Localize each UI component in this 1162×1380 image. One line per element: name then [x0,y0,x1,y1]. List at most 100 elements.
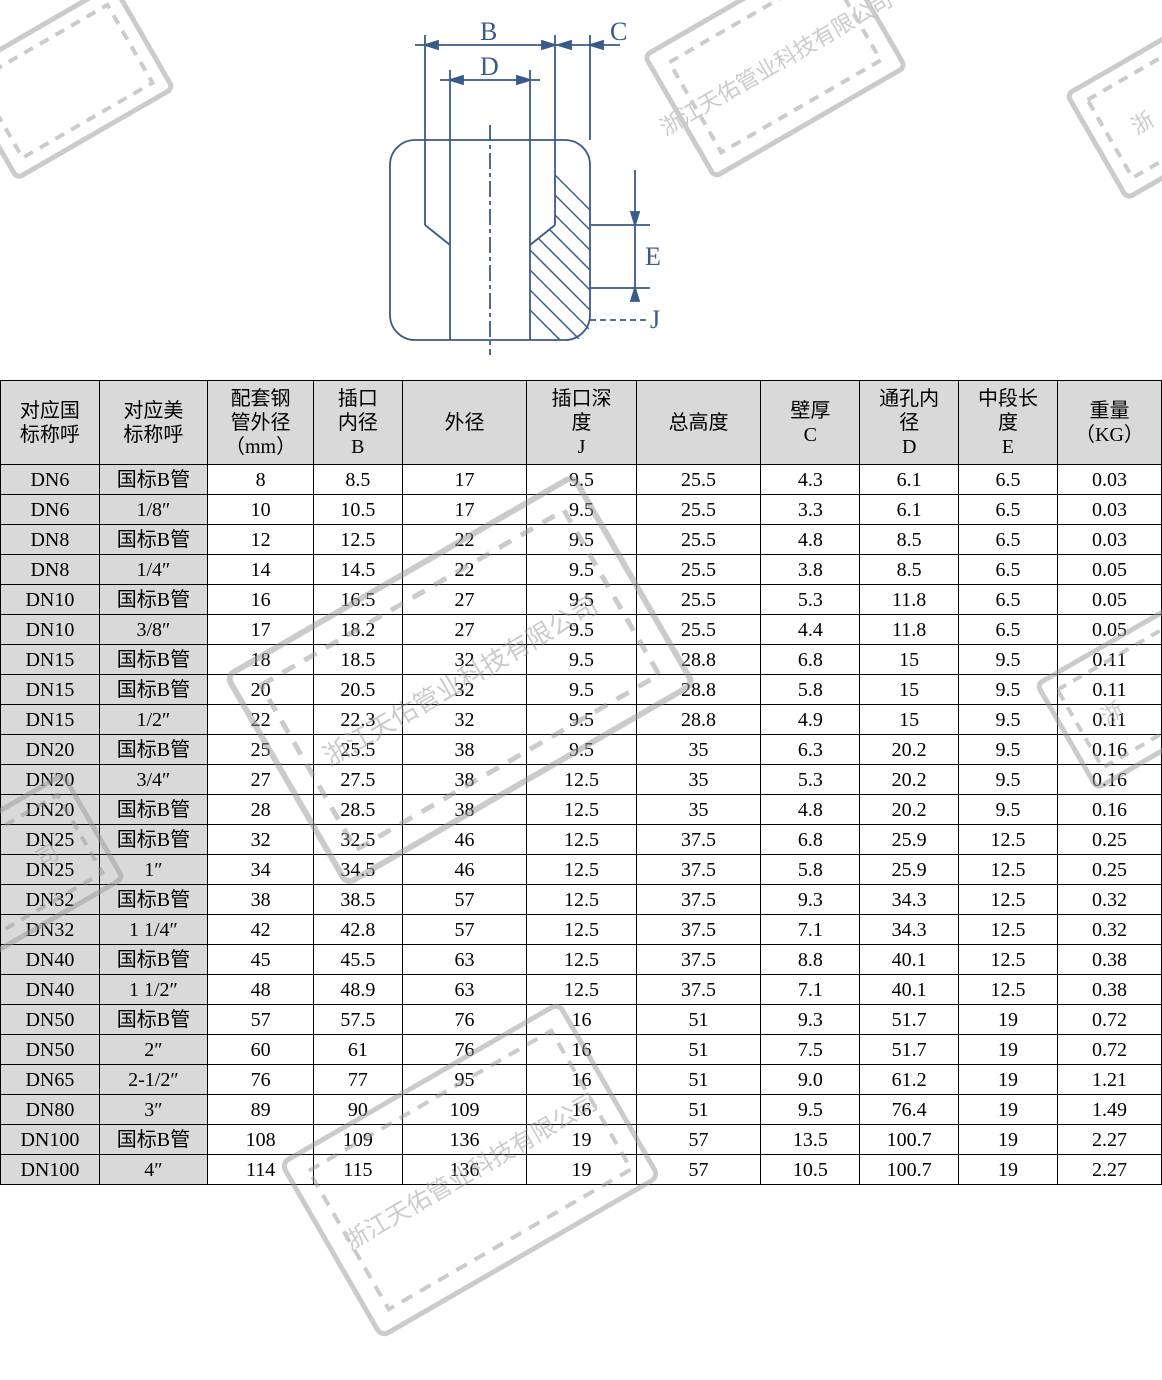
table-cell: 5.3 [761,765,860,795]
table-cell: 9.5 [527,525,636,555]
table-cell: 34.3 [860,915,959,945]
table-cell: DN15 [1,645,100,675]
table-cell: 27 [402,585,527,615]
table-cell: DN65 [1,1065,100,1095]
table-cell: 136 [402,1125,527,1155]
table-cell: 61 [314,1035,402,1065]
dim-label-d: D [480,52,499,81]
table-row: DN502″60617616517.551.7190.72 [1,1035,1162,1065]
table-cell: 34 [208,855,314,885]
table-cell: DN100 [1,1155,100,1185]
table-cell: 20.5 [314,675,402,705]
table-row: DN32国标B管3838.55712.537.59.334.312.50.32 [1,885,1162,915]
table-cell: 1/8″ [99,495,207,525]
table-cell: 12 [208,525,314,555]
table-cell: 34.3 [860,885,959,915]
table-cell: 1″ [99,855,207,885]
table-cell: 25.5 [636,555,761,585]
table-cell: 42 [208,915,314,945]
table-cell: 15 [860,705,959,735]
table-cell: 42.8 [314,915,402,945]
table-cell: 19 [959,1005,1058,1035]
table-cell: 9.5 [959,795,1058,825]
table-cell: 7.1 [761,915,860,945]
table-cell: 51 [636,1095,761,1125]
table-cell: 6.5 [959,525,1058,555]
column-header: 中段长度E [959,381,1058,465]
table-cell: 6.5 [959,555,1058,585]
table-cell: 27 [208,765,314,795]
table-cell: 7.5 [761,1035,860,1065]
table-cell: 4.3 [761,465,860,495]
table-cell: 20.2 [860,795,959,825]
table-cell: 28.8 [636,645,761,675]
table-cell: 51 [636,1035,761,1065]
table-cell: 9.5 [527,495,636,525]
table-cell: 12.5 [959,825,1058,855]
table-cell: 22 [402,555,527,585]
table-cell: DN32 [1,885,100,915]
table-cell: 15 [860,645,959,675]
table-cell: 国标B管 [99,525,207,555]
table-cell: 0.05 [1057,615,1161,645]
table-row: DN401 1/2″4848.96312.537.57.140.112.50.3… [1,975,1162,1005]
table-cell: 77 [314,1065,402,1095]
table-cell: 4.8 [761,525,860,555]
table-cell: 40.1 [860,945,959,975]
column-header: 对应美标称呼 [99,381,207,465]
table-cell: 9.5 [527,465,636,495]
table-cell: 1.49 [1057,1095,1161,1125]
table-cell: 28 [208,795,314,825]
table-cell: 100.7 [860,1125,959,1155]
table-cell: 12.5 [527,855,636,885]
table-cell: 9.5 [527,615,636,645]
table-cell: 6.8 [761,825,860,855]
table-cell: 57 [636,1155,761,1185]
dim-label-b: B [480,17,497,46]
table-cell: 9.5 [527,705,636,735]
table-cell: 0.25 [1057,825,1161,855]
table-cell: 136 [402,1155,527,1185]
table-cell: 6.5 [959,465,1058,495]
table-cell: 38.5 [314,885,402,915]
table-cell: 57 [636,1125,761,1155]
table-row: DN100国标B管108109136195713.5100.7192.27 [1,1125,1162,1155]
table-cell: 13.5 [761,1125,860,1155]
table-cell: 6.5 [959,585,1058,615]
table-cell: 32 [402,645,527,675]
table-cell: 0.11 [1057,675,1161,705]
table-cell: 57 [402,885,527,915]
table-cell: 0.16 [1057,795,1161,825]
table-cell: 35 [636,795,761,825]
table-cell: DN32 [1,915,100,945]
table-cell: 25.5 [636,495,761,525]
table-cell: 12.5 [959,855,1058,885]
table-cell: 6.1 [860,495,959,525]
table-cell: 16 [527,1035,636,1065]
table-cell: DN25 [1,825,100,855]
table-cell: 61.2 [860,1065,959,1095]
column-header: 插口深度J [527,381,636,465]
table-cell: 0.03 [1057,525,1161,555]
table-cell: 国标B管 [99,735,207,765]
technical-diagram: B C D E J [0,0,1162,380]
table-cell: 17 [402,465,527,495]
table-cell: DN100 [1,1125,100,1155]
table-row: DN151/2″2222.3329.528.84.9159.50.11 [1,705,1162,735]
table-cell: 17 [402,495,527,525]
table-row: DN50国标B管5757.57616519.351.7190.72 [1,1005,1162,1035]
table-cell: 12.5 [959,945,1058,975]
table-cell: 46 [402,825,527,855]
table-cell: 9.3 [761,885,860,915]
table-cell: 51 [636,1065,761,1095]
table-cell: 3/8″ [99,615,207,645]
table-cell: 2.27 [1057,1155,1161,1185]
table-cell: 46 [402,855,527,885]
table-cell: DN15 [1,705,100,735]
table-cell: 3″ [99,1095,207,1125]
table-cell: 19 [959,1035,1058,1065]
table-cell: 0.38 [1057,945,1161,975]
table-cell: 51.7 [860,1005,959,1035]
table-cell: 12.5 [527,795,636,825]
table-cell: 6.1 [860,465,959,495]
